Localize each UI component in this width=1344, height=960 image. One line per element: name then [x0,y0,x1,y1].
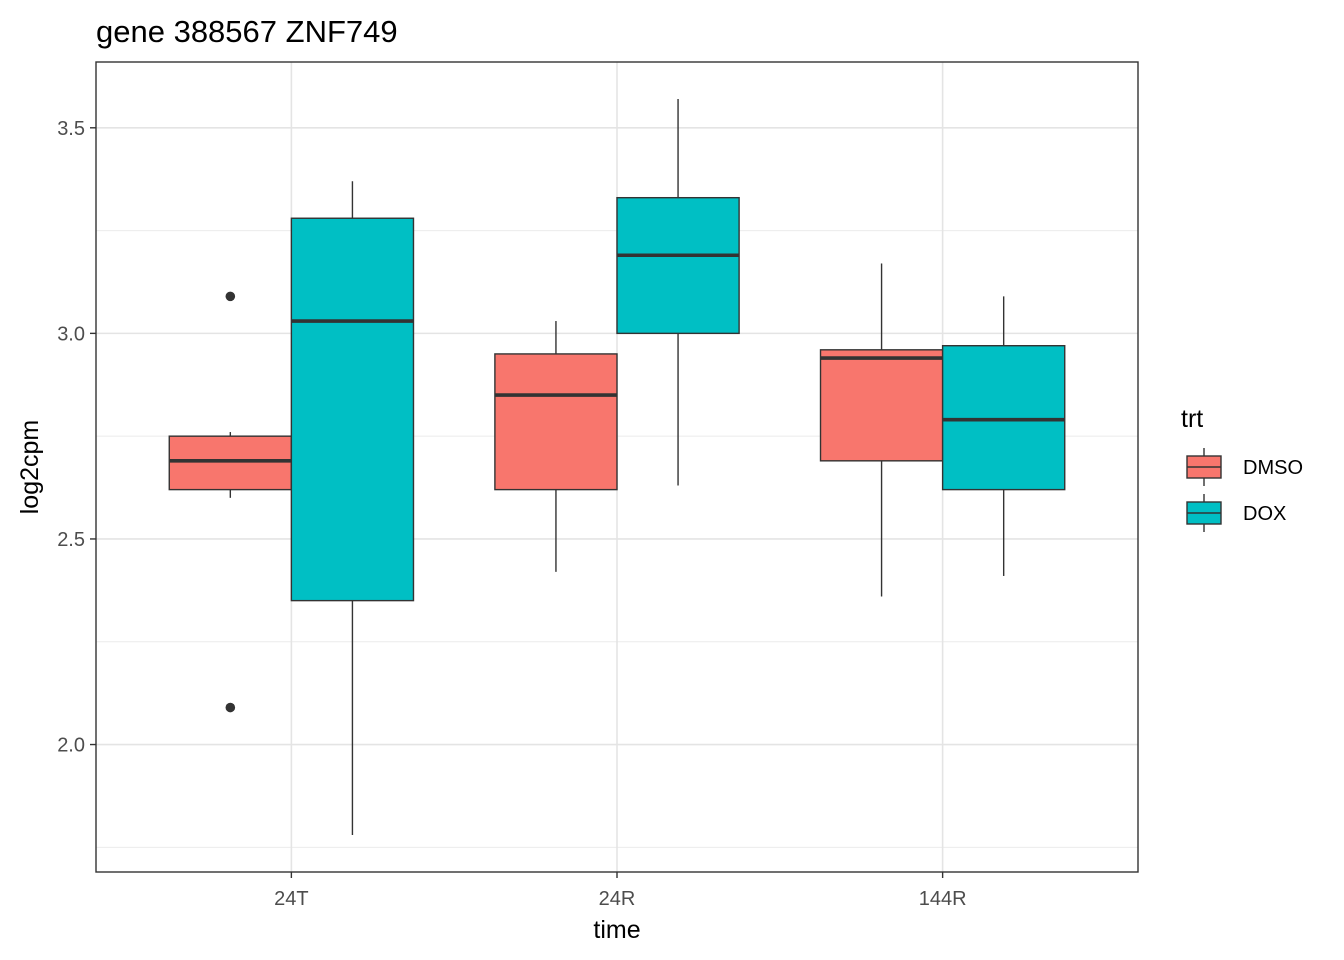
legend-item-dox: DOX [1186,494,1286,532]
y-axis: 2.0 2.5 3.0 3.5 [57,118,96,757]
legend: trt DMSO DOX [1181,405,1303,532]
box-dmso-24r [494,321,618,572]
y-tick-label: 3.5 [57,118,85,140]
x-tick-label: 24T [274,888,308,910]
box-body [494,353,618,491]
legend-items: DMSO DOX [1186,448,1303,532]
box-body [819,349,944,462]
box-dmso-24t [168,291,293,713]
y-axis-title: log2cpm [16,420,44,515]
x-axis-title: time [593,916,640,944]
box-groups [168,99,1066,835]
y-tick-label: 2.0 [57,735,85,757]
x-tick-label: 144R [919,888,967,910]
chart-title: gene 388567 ZNF749 [96,14,398,49]
box-body [941,345,1066,491]
x-tick-label: 24R [599,888,636,910]
legend-item-dmso: DMSO [1186,448,1303,486]
x-axis: 24T 24R 144R [274,872,967,910]
outlier-point [225,291,236,302]
box-body [616,196,740,335]
legend-label: DOX [1243,503,1286,525]
y-tick-label: 2.5 [57,529,85,551]
box-body [168,435,293,491]
plot-panel [95,61,1139,873]
outlier-point [225,702,236,713]
box-dox-24r [616,99,740,486]
box-dox-24t [290,181,415,835]
legend-title: trt [1181,405,1203,433]
y-tick-label: 3.0 [57,323,85,345]
box-dox-144r [941,296,1066,576]
box-body [290,217,415,602]
box-dmso-144r [819,263,944,597]
legend-label: DMSO [1243,457,1303,479]
